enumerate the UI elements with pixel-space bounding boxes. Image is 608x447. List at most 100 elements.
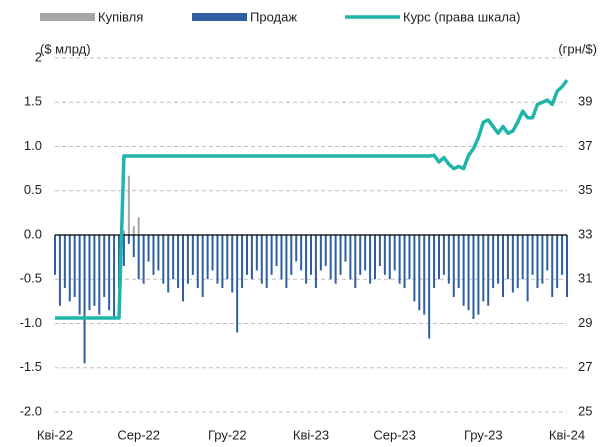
bar — [162, 235, 165, 284]
bar — [521, 235, 524, 280]
y-tick-label: 1.5 — [24, 94, 42, 109]
legend-label: Курс (права шкала) — [403, 9, 520, 24]
bar — [310, 235, 312, 275]
bar — [541, 235, 544, 284]
bar — [339, 235, 342, 275]
y2-tick-label: 35 — [578, 182, 592, 197]
bar — [201, 235, 204, 297]
bar — [132, 235, 135, 258]
bar — [526, 235, 529, 302]
legend-swatch — [192, 13, 247, 21]
x-tick-label: Гру-23 — [464, 427, 503, 442]
bar — [265, 235, 268, 289]
bar — [270, 235, 273, 275]
bar — [290, 235, 293, 275]
bar — [54, 235, 56, 275]
bar — [78, 235, 81, 315]
y-tick-label: -1.0 — [20, 315, 42, 330]
bar — [186, 235, 189, 284]
y-tick-label: 2 — [35, 49, 42, 64]
bar — [408, 235, 411, 280]
bar — [122, 230, 125, 235]
bar — [221, 235, 224, 289]
bar — [383, 235, 386, 275]
bar — [142, 235, 145, 284]
bar — [452, 235, 455, 297]
bar — [300, 235, 303, 271]
bar — [398, 235, 401, 284]
bar — [457, 235, 460, 289]
bar — [260, 235, 263, 284]
bar — [536, 235, 539, 289]
y-tick-label: 0.5 — [24, 182, 42, 197]
bar — [423, 235, 426, 315]
bar — [433, 235, 436, 289]
bar — [196, 235, 199, 289]
bar — [68, 235, 71, 302]
bar — [137, 217, 140, 235]
bar — [438, 235, 440, 280]
bar — [172, 235, 175, 280]
bar — [418, 235, 421, 311]
bar — [413, 235, 416, 302]
bar — [295, 235, 298, 262]
bar — [482, 235, 485, 302]
bar — [329, 235, 332, 280]
y-tick-label: -0.5 — [20, 271, 42, 286]
bar — [255, 235, 258, 271]
bar — [58, 235, 61, 306]
bar — [236, 235, 239, 333]
legend-swatch — [40, 13, 95, 21]
bar — [428, 235, 431, 339]
y2-tick-label: 25 — [578, 403, 592, 418]
bar — [167, 235, 170, 293]
bar — [206, 235, 209, 280]
bar — [378, 235, 381, 266]
y2-tick-label: 37 — [578, 138, 592, 153]
bar — [103, 235, 106, 297]
bar — [132, 226, 135, 235]
bar — [280, 235, 283, 280]
y2-axis-label: (грн/$) — [558, 41, 597, 56]
y2-tick-label: 33 — [578, 226, 592, 241]
bar — [73, 235, 76, 297]
bar — [516, 235, 519, 289]
bar — [113, 235, 116, 320]
bar — [314, 235, 317, 289]
y2-tick-label: 39 — [578, 94, 592, 109]
bar — [108, 235, 111, 311]
bar — [98, 235, 101, 315]
bar — [497, 235, 500, 284]
bar — [502, 235, 504, 297]
bar — [364, 235, 367, 271]
bar — [324, 235, 327, 266]
bar — [88, 235, 91, 311]
y-tick-label: -1.5 — [20, 359, 42, 374]
bar — [492, 235, 495, 289]
bar — [285, 235, 288, 289]
bar — [137, 235, 140, 280]
bar — [334, 235, 337, 284]
y-tick-label: 0.0 — [24, 226, 42, 241]
bar — [556, 235, 559, 289]
x-tick-label: Сер-22 — [117, 427, 160, 442]
bar — [344, 235, 347, 262]
x-tick-label: Кві-24 — [549, 427, 585, 442]
x-tick-label: Сер-23 — [373, 427, 416, 442]
y2-tick-label: 27 — [578, 359, 592, 374]
bar — [122, 235, 125, 266]
bar — [393, 235, 396, 271]
bar — [152, 235, 155, 275]
bar — [147, 235, 150, 262]
x-tick-label: Гру-22 — [208, 427, 247, 442]
bar — [63, 235, 66, 289]
bar — [93, 235, 96, 306]
bar — [127, 235, 130, 244]
bar — [447, 235, 450, 284]
x-tick-label: Кві-23 — [293, 427, 329, 442]
bar — [250, 235, 253, 280]
bar — [127, 175, 130, 235]
bar — [369, 235, 372, 284]
bar — [305, 235, 308, 284]
bar — [216, 235, 219, 284]
